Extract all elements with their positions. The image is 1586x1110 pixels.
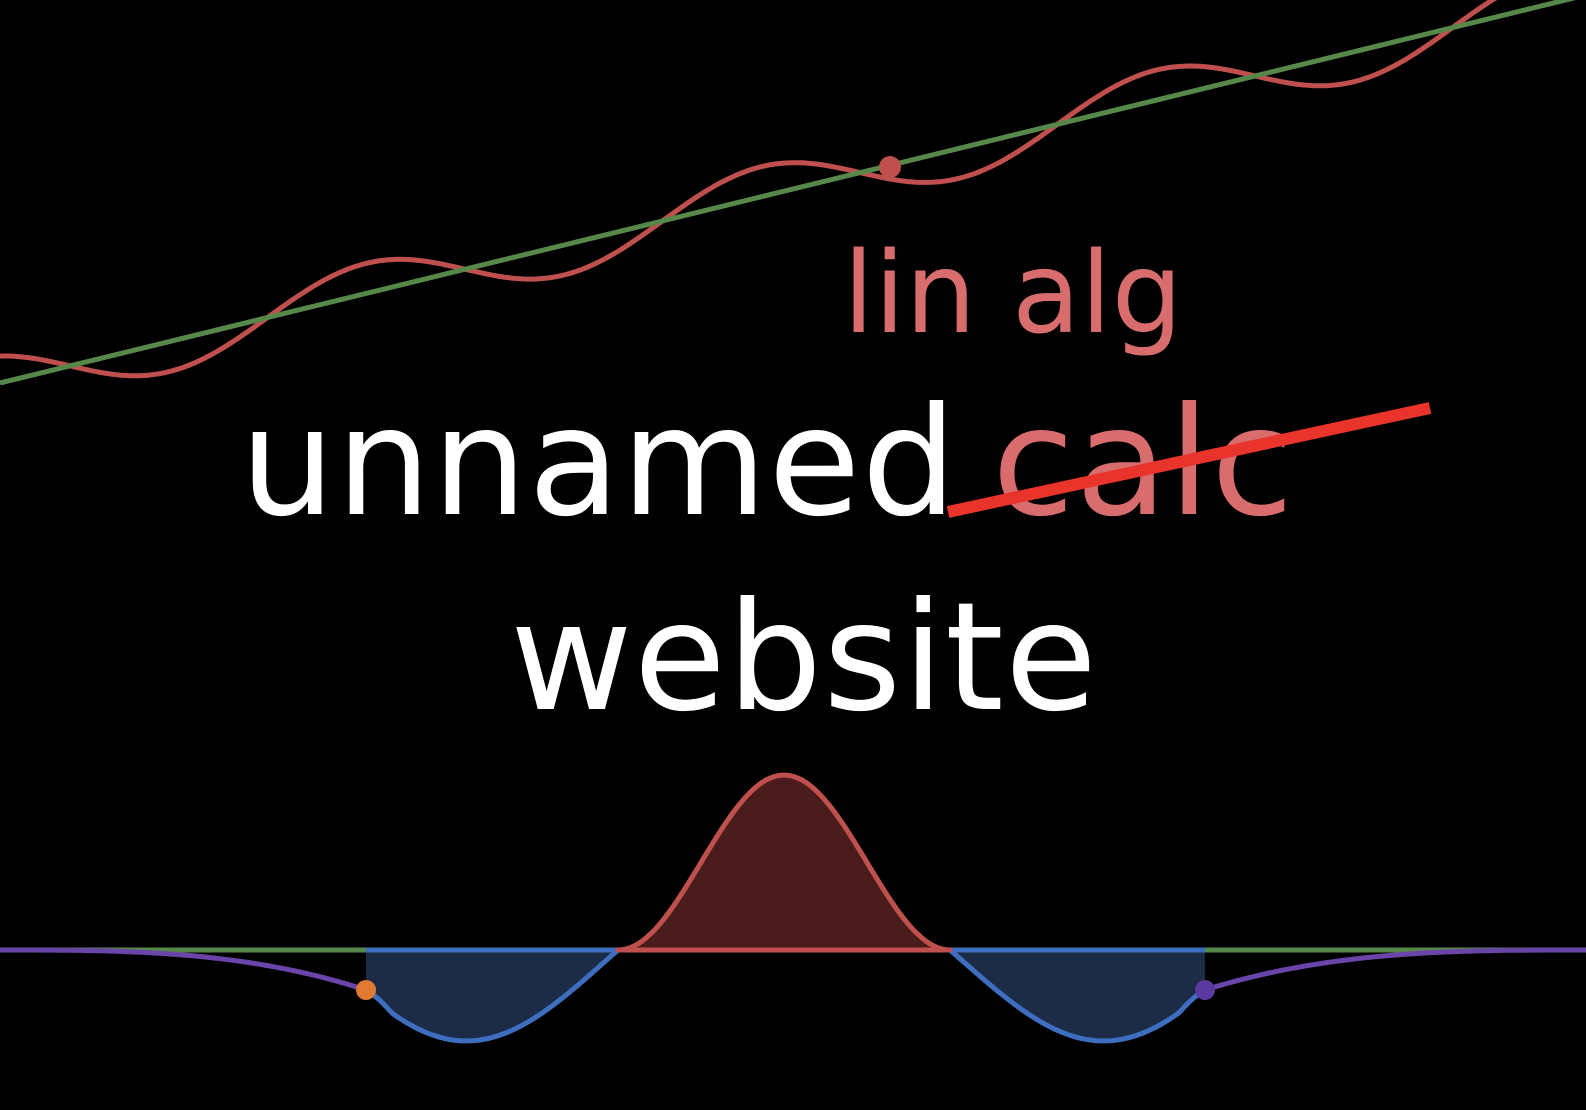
struck-word: calc (992, 376, 1295, 550)
left-bound-point (356, 980, 376, 1000)
title-word-website: website (510, 571, 1099, 745)
replacement-word: lin alg (843, 229, 1183, 359)
right-bound-point (1195, 980, 1215, 1000)
positive-area (618, 775, 950, 950)
right-negative-area (950, 950, 1205, 1041)
left-negative-area (366, 950, 618, 1041)
purple-curve-right (1202, 947, 1586, 993)
tangent-point (879, 156, 901, 178)
tangent-line (0, 0, 1577, 386)
purple-curve-left (0, 947, 367, 992)
blue-curve-right (947, 947, 1208, 1044)
red-curve-bump (615, 772, 953, 953)
title-word-unnamed: unnamed (240, 376, 958, 550)
strike-through-line (946, 402, 1432, 518)
blue-curve-left (363, 947, 621, 1044)
